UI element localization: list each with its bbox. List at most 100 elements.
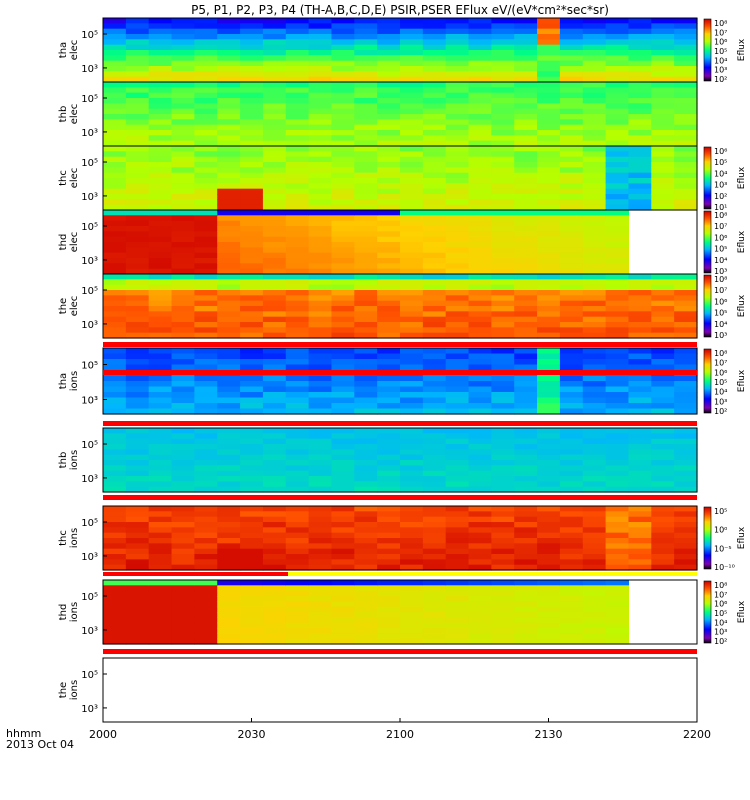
cell (559, 612, 584, 618)
cell (422, 114, 447, 120)
cell (171, 274, 195, 280)
cell (582, 590, 607, 597)
cell (537, 392, 561, 399)
cell (308, 554, 333, 560)
cell (125, 548, 150, 555)
cell (308, 82, 333, 88)
cell (422, 210, 447, 216)
cell (605, 66, 630, 72)
cell (491, 322, 515, 328)
cell (491, 516, 515, 523)
colorbar-tick-label: 10⁶ (714, 600, 727, 609)
cell (582, 60, 607, 67)
cell (171, 114, 195, 120)
panel-frame (102, 273, 698, 339)
cell (422, 167, 447, 174)
cell (148, 601, 173, 608)
cell (400, 638, 424, 645)
panel-label-species: elec (69, 232, 80, 253)
cell (171, 470, 195, 477)
cell (308, 252, 333, 259)
cell (171, 210, 195, 216)
cell (217, 470, 241, 477)
cell (422, 397, 447, 404)
cell (194, 433, 218, 440)
cell (240, 476, 264, 482)
cell (103, 274, 127, 280)
cell (262, 449, 287, 456)
cell (605, 82, 630, 88)
cell (103, 135, 127, 142)
cell (285, 511, 310, 518)
cell (125, 130, 150, 136)
cell (377, 220, 401, 227)
cell (445, 322, 470, 328)
cell (422, 140, 447, 147)
cell (559, 532, 584, 539)
cell (194, 397, 218, 404)
cell (674, 23, 698, 30)
cell (651, 511, 675, 518)
cell (262, 178, 287, 184)
colorbar-tick-label: 10⁶ (714, 38, 727, 47)
cell (285, 359, 310, 366)
cell (491, 215, 515, 222)
cell (285, 449, 310, 456)
cell (400, 449, 424, 456)
cell (148, 274, 173, 280)
cell (171, 548, 195, 555)
cell (468, 428, 492, 434)
cell (103, 444, 127, 450)
cell (262, 633, 287, 640)
cell (285, 433, 310, 440)
cell (331, 633, 355, 640)
cell (491, 359, 515, 366)
cell (605, 92, 630, 99)
cell (331, 295, 355, 302)
cell (537, 220, 561, 227)
cell (377, 295, 401, 302)
cell (125, 108, 150, 115)
cell (537, 87, 561, 94)
cell (422, 470, 447, 477)
cell (103, 322, 127, 328)
cell (262, 527, 287, 534)
cell (125, 465, 150, 472)
cell (422, 638, 447, 645)
cell (468, 628, 492, 634)
cell (285, 590, 310, 597)
cell (422, 183, 447, 190)
x-tick-label: 2200 (683, 728, 711, 741)
cell (103, 433, 127, 440)
cell (240, 522, 264, 528)
cell (354, 444, 378, 450)
cell (400, 322, 424, 328)
cell (377, 76, 401, 83)
cell (285, 204, 310, 211)
cell (582, 231, 607, 238)
cell (445, 156, 470, 163)
cell (674, 108, 698, 115)
cell (148, 119, 173, 126)
cell (331, 381, 355, 388)
cell (103, 60, 127, 67)
cell (491, 156, 515, 163)
cell (331, 397, 355, 404)
cell (491, 511, 515, 518)
cell (605, 438, 630, 445)
cell (605, 226, 630, 232)
cell (377, 449, 401, 456)
cell (354, 188, 378, 195)
cell (422, 612, 447, 618)
cell (491, 392, 515, 399)
cell (377, 87, 401, 94)
cell (308, 140, 333, 147)
cell (651, 348, 675, 355)
cell (468, 23, 492, 30)
cell (285, 60, 310, 67)
cell (651, 543, 675, 550)
cell (582, 226, 607, 232)
cell (537, 71, 561, 78)
